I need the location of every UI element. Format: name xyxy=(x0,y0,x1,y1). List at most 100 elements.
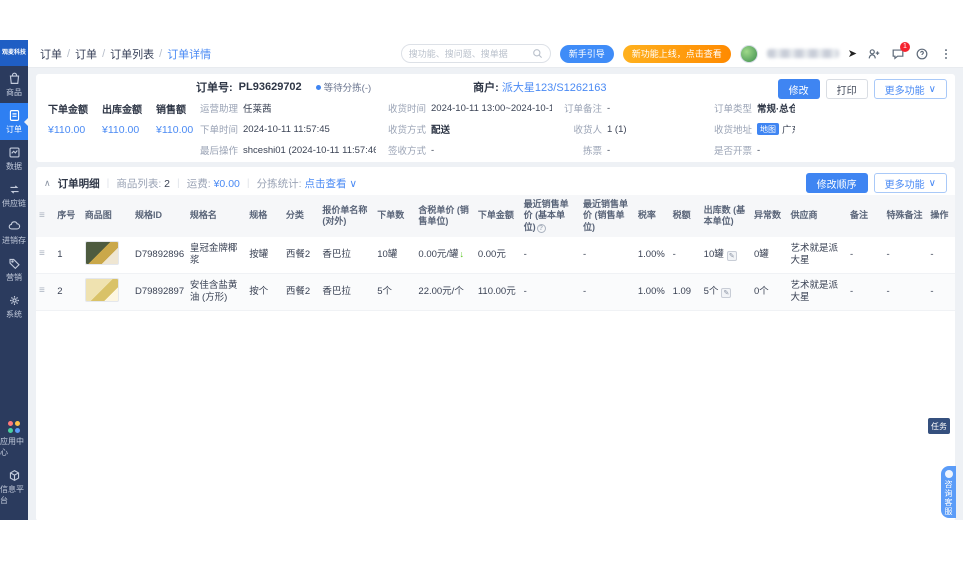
order-summary-card: 订单号: PL93629702 等待分拣(-) 商户: 派大星123/S1262… xyxy=(36,74,955,162)
content-area: 订单号: PL93629702 等待分拣(-) 商户: 派大星123/S1262… xyxy=(28,68,963,520)
edit-icon[interactable]: ✎ xyxy=(721,287,732,298)
merchant-link[interactable]: 派大星123/S1262163 xyxy=(501,82,607,94)
field-last-operation: 最后操作 shceshi01 (2024-10-11 11:57:46) xyxy=(199,144,376,158)
col-spec-name: 规格名 xyxy=(186,195,247,237)
col-tax: 税额 xyxy=(669,195,701,237)
sidebar-item-orders[interactable]: 订单 xyxy=(0,103,28,140)
freight-value: ¥0.00 xyxy=(213,177,240,190)
col-quote-name: 报价单名称 (对外) xyxy=(319,195,375,237)
col-amount: 下单金额 xyxy=(474,195,521,237)
gear-icon xyxy=(9,296,19,305)
breadcrumb-current: 订单详情 xyxy=(167,48,212,61)
breadcrumb-item[interactable]: 订单 xyxy=(75,48,98,61)
new-feature-button[interactable]: 新功能上线，点击查看 xyxy=(622,44,731,63)
field-operator: 运营助理 任莱茜 xyxy=(199,104,272,115)
field-pick-ticket: 拣票 - xyxy=(582,144,611,158)
field-receiver: 收货人 1 (1) xyxy=(573,123,627,137)
detail-header: ∧ 订单明细 | 商品列表: 2 | 运费: ¥0.00 | 分拣统计: 点击查… xyxy=(36,171,955,195)
detail-title: 订单明细 xyxy=(57,177,100,190)
newbie-guide-button[interactable]: 新手引导 xyxy=(559,44,614,63)
help-icon[interactable] xyxy=(914,46,929,61)
sidebar-item-info-platform[interactable]: 信息平台 xyxy=(0,463,28,520)
modify-sequence-button[interactable]: 修改顺序 xyxy=(805,173,868,193)
detail-more-functions-button[interactable]: 更多功能 ∨ xyxy=(873,173,947,193)
sidebar-item-supply-chain[interactable]: 供应链 xyxy=(0,177,28,214)
col-supplier: 供应商 xyxy=(787,195,847,237)
col-recent-base-price: 最近销售单价 (基本单位)? xyxy=(520,195,580,237)
order-fields: 运营助理 任莱茜 收货时间 2024-10-11 13:00~2024-10-12 … xyxy=(188,101,795,158)
cloud-icon xyxy=(8,221,20,230)
col-spec-id: 规格ID xyxy=(131,195,187,237)
chevron-down-icon[interactable]: ∨ xyxy=(349,177,358,190)
chevron-down-icon: ∨ xyxy=(928,83,936,95)
app-window: 观麦科技 商品 订单 数据 供应链 进销存 营销 系统 xyxy=(0,40,963,520)
more-menu-icon[interactable] xyxy=(938,46,953,61)
field-address: 收货地址地图广东省深圳市福田区皇家翠苑 xyxy=(713,123,795,136)
col-order-qty: 下单数 xyxy=(374,195,416,237)
info-icon[interactable]: ? xyxy=(536,223,546,233)
breadcrumb-item[interactable]: 订单列表 xyxy=(110,48,155,61)
sidebar-item-label: 系统 xyxy=(6,310,22,319)
field-sign-method: 签收方式 - xyxy=(387,144,435,158)
modify-button[interactable]: 修改 xyxy=(777,79,820,99)
sidebar-item-label: 数据 xyxy=(6,162,22,171)
more-functions-button[interactable]: 更多功能 ∨ xyxy=(873,79,947,99)
freight-label: 运费: xyxy=(186,177,211,190)
list-count-label: 商品列表: xyxy=(116,177,162,190)
sidebar-item-label: 信息平台 xyxy=(0,485,24,505)
sidebar-item-label: 商品 xyxy=(6,88,22,97)
task-float-button[interactable]: 任务 xyxy=(928,418,950,434)
col-seq: 序号 xyxy=(54,195,82,237)
avatar[interactable] xyxy=(739,44,758,63)
collapse-icon[interactable]: ∧ xyxy=(44,177,51,188)
col-recent-sale-price: 最近销售单价 (销售单位) xyxy=(580,195,635,237)
sidebar-item-app-center[interactable]: 应用中心 xyxy=(0,415,28,463)
breadcrumb-item[interactable]: 订单 xyxy=(40,48,62,61)
field-order-time: 下单时间 2024-10-11 11:57:45 xyxy=(199,123,330,137)
field-invoice: 是否开票 - xyxy=(713,144,761,158)
order-status: 等待分拣(-) xyxy=(323,83,372,94)
sidebar-item-label: 供应链 xyxy=(2,199,26,208)
col-unit-price: 含税单价 (销售单位) xyxy=(415,195,475,237)
col-abnormal-qty: 异常数 xyxy=(750,195,788,237)
four-dots-icon xyxy=(7,421,21,434)
sidebar-item-label: 进销存 xyxy=(2,236,26,245)
sidebar-item-label: 应用中心 xyxy=(0,437,24,457)
list-count-value: 2 xyxy=(164,177,171,190)
col-operation: 操作 xyxy=(927,195,955,237)
search-input[interactable] xyxy=(408,48,532,59)
merchant-label: 商户: xyxy=(473,82,499,94)
sidebar-item-system[interactable]: 系统 xyxy=(0,288,28,325)
drag-handle-icon[interactable]: ≡ xyxy=(36,236,55,274)
service-icon xyxy=(944,470,953,478)
chart-icon xyxy=(8,147,20,158)
col-spec: 规格 xyxy=(246,195,283,237)
sidebar-item-marketing[interactable]: 营销 xyxy=(0,251,28,288)
product-image[interactable] xyxy=(84,277,119,302)
topbar: 订单/ 订单/ 订单列表/ 订单详情 新手引导 新功能上线，点击查看 ➤ xyxy=(28,40,963,68)
map-badge[interactable]: 地图 xyxy=(757,123,779,135)
global-search[interactable] xyxy=(400,44,551,63)
product-image[interactable] xyxy=(84,240,119,265)
col-out-qty: 出库数 (基本单位) xyxy=(700,195,751,237)
col-remark: 备注 xyxy=(846,195,884,237)
sidebar-item-goods[interactable]: 商品 xyxy=(0,66,28,103)
col-category: 分类 xyxy=(282,195,320,237)
order-detail-card: ∧ 订单明细 | 商品列表: 2 | 运费: ¥0.00 | 分拣统计: 点击查… xyxy=(36,167,955,520)
drag-handle-icon[interactable]: ≡ xyxy=(36,273,55,311)
customer-service-tab[interactable]: 咨询客服 xyxy=(941,466,956,518)
col-tax-rate: 税率 xyxy=(634,195,670,237)
invite-users-icon[interactable] xyxy=(866,46,881,61)
sidebar-item-inventory[interactable]: 进销存 xyxy=(0,214,28,251)
order-doc-icon xyxy=(9,110,19,121)
sidebar-item-label: 营销 xyxy=(6,273,22,282)
sidebar-item-label: 订单 xyxy=(6,125,22,134)
sorting-stat-link[interactable]: 点击查看 xyxy=(304,177,347,190)
sidebar-item-data[interactable]: 数据 xyxy=(0,140,28,177)
order-items-table: ≡ 序号 商品图 规格ID 规格名 规格 分类 报价单名称 (对外) 下单数 含… xyxy=(36,195,955,311)
username-redacted xyxy=(766,49,839,58)
messages-icon[interactable]: 1 xyxy=(890,42,910,61)
edit-icon[interactable]: ✎ xyxy=(726,250,737,261)
print-button[interactable]: 打印 xyxy=(825,79,868,99)
